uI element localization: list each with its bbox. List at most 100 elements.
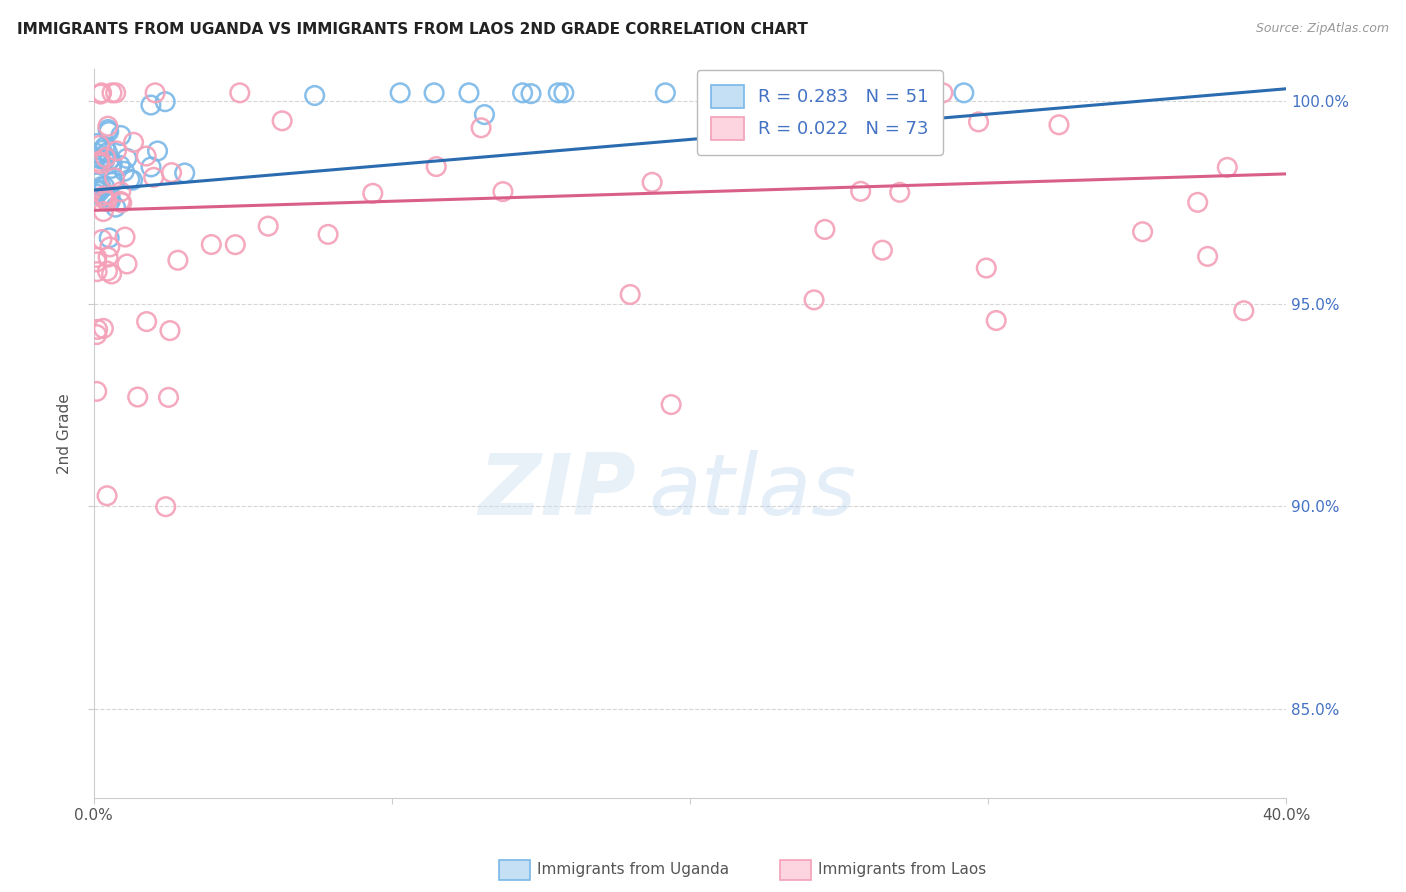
Point bbox=[953, 86, 976, 100]
Point bbox=[512, 86, 534, 100]
Point bbox=[167, 253, 190, 268]
Point bbox=[94, 153, 117, 168]
Point bbox=[98, 240, 121, 254]
Point bbox=[872, 243, 894, 257]
Point bbox=[143, 86, 166, 100]
Point bbox=[110, 128, 132, 143]
Point bbox=[94, 151, 117, 165]
Point bbox=[122, 135, 145, 149]
Point bbox=[830, 86, 852, 100]
Point bbox=[1216, 161, 1239, 175]
Point bbox=[93, 321, 115, 335]
Text: Immigrants from Laos: Immigrants from Laos bbox=[818, 863, 987, 877]
Point bbox=[112, 164, 135, 178]
Point bbox=[98, 190, 121, 204]
Point bbox=[89, 183, 111, 197]
Point bbox=[118, 172, 141, 186]
Point bbox=[1233, 303, 1256, 318]
Point bbox=[803, 293, 825, 307]
Point bbox=[86, 251, 108, 265]
Point bbox=[200, 237, 222, 252]
Point bbox=[104, 200, 127, 214]
Y-axis label: 2nd Grade: 2nd Grade bbox=[58, 392, 72, 474]
Point bbox=[89, 152, 111, 166]
Point bbox=[86, 176, 108, 190]
Point bbox=[654, 86, 676, 100]
Point bbox=[98, 194, 121, 208]
Point bbox=[90, 179, 112, 194]
Point bbox=[160, 165, 183, 179]
Point bbox=[86, 322, 108, 336]
Point bbox=[806, 86, 828, 100]
Text: Immigrants from Uganda: Immigrants from Uganda bbox=[537, 863, 730, 877]
Point bbox=[1197, 249, 1219, 263]
Point bbox=[139, 98, 162, 112]
Point bbox=[97, 250, 120, 264]
Point bbox=[229, 86, 252, 100]
Point bbox=[90, 144, 112, 158]
Point bbox=[86, 187, 108, 202]
Point bbox=[94, 139, 117, 153]
Point bbox=[101, 175, 124, 189]
Point bbox=[173, 166, 195, 180]
Point bbox=[89, 185, 111, 199]
Point bbox=[91, 232, 114, 246]
Point bbox=[135, 149, 157, 163]
Point bbox=[98, 231, 121, 245]
Point bbox=[224, 237, 246, 252]
Point bbox=[86, 150, 108, 164]
Point bbox=[115, 152, 138, 166]
Point bbox=[97, 125, 120, 139]
Point bbox=[619, 287, 641, 301]
Point bbox=[849, 184, 872, 198]
Point bbox=[932, 86, 955, 100]
Point bbox=[135, 315, 157, 329]
Point bbox=[271, 113, 294, 128]
Point bbox=[86, 265, 108, 279]
Point bbox=[94, 192, 117, 206]
Point bbox=[157, 390, 180, 404]
Point bbox=[101, 86, 124, 100]
Point bbox=[659, 398, 682, 412]
Point bbox=[96, 145, 118, 160]
Point bbox=[159, 324, 181, 338]
Point bbox=[520, 87, 543, 101]
Point bbox=[155, 500, 177, 514]
Point bbox=[93, 179, 115, 194]
Point bbox=[89, 157, 111, 171]
Point bbox=[730, 86, 752, 100]
Point bbox=[97, 122, 120, 136]
Point bbox=[115, 257, 138, 271]
Point bbox=[974, 260, 997, 275]
Point bbox=[96, 194, 118, 209]
Point bbox=[100, 161, 122, 176]
Point bbox=[86, 255, 108, 269]
Point bbox=[474, 107, 496, 121]
Point bbox=[146, 144, 169, 158]
Point bbox=[127, 390, 149, 404]
Point bbox=[1047, 118, 1070, 132]
Point bbox=[93, 204, 115, 219]
Point bbox=[389, 86, 412, 100]
Text: ZIP: ZIP bbox=[478, 450, 636, 533]
Point bbox=[97, 119, 120, 133]
Point bbox=[104, 86, 127, 100]
Point bbox=[139, 160, 162, 174]
Point bbox=[90, 86, 112, 100]
Point bbox=[96, 489, 118, 503]
Point bbox=[361, 186, 384, 201]
Point bbox=[101, 156, 124, 170]
Point bbox=[142, 170, 165, 185]
Point bbox=[804, 86, 827, 100]
Point bbox=[425, 160, 447, 174]
Point bbox=[814, 222, 837, 236]
Point bbox=[986, 313, 1008, 327]
Point bbox=[110, 185, 132, 199]
Point bbox=[153, 95, 176, 109]
Point bbox=[87, 154, 110, 169]
Point bbox=[86, 136, 108, 151]
Point bbox=[90, 87, 112, 101]
Point bbox=[114, 230, 136, 244]
Point bbox=[1187, 195, 1209, 210]
Point bbox=[641, 175, 664, 189]
